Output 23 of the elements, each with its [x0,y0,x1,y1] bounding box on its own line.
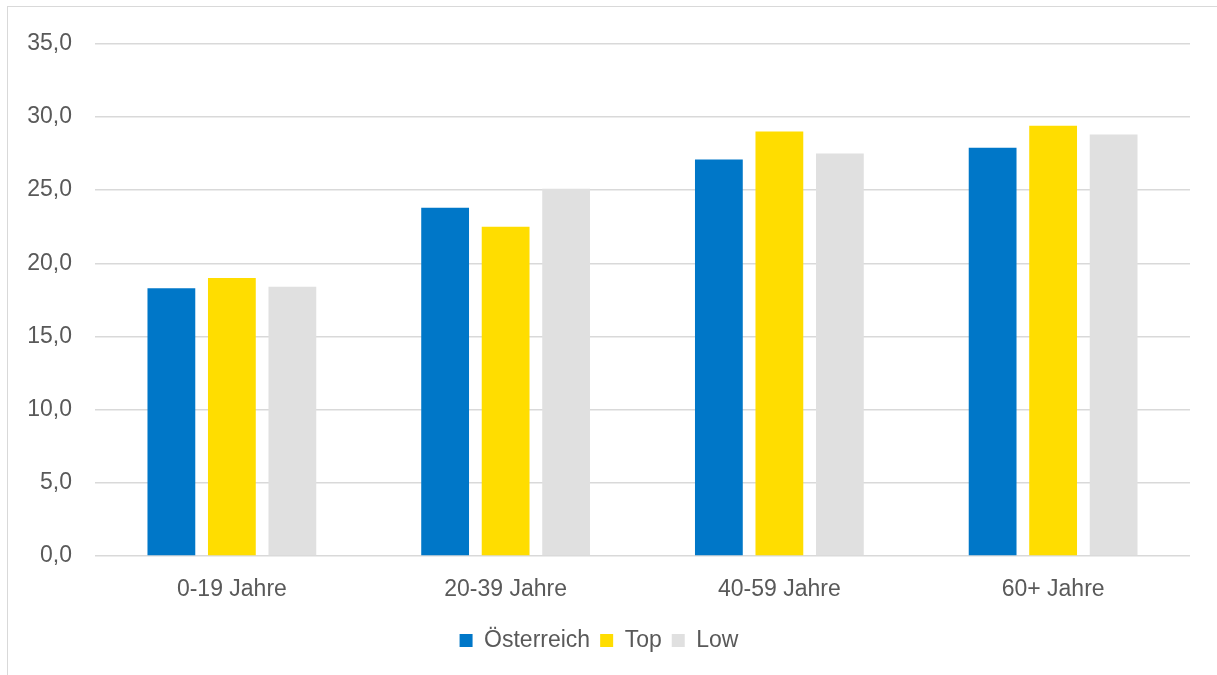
bar [755,131,804,556]
y-tick-label: 25,0 [27,175,72,202]
y-tick-label: 5,0 [40,468,72,495]
x-tick-label: 60+ Jahre [1001,575,1105,602]
y-tick-label: 30,0 [27,102,72,129]
legend-label: Österreich [484,625,591,652]
bar [207,277,256,556]
bar [694,159,743,556]
legend-label: Top [624,625,662,652]
y-tick-label: 0,0 [40,541,72,568]
legend-label: Low [696,625,739,652]
x-tick-label: 0-19 Jahre [176,575,287,602]
bar [968,147,1017,556]
x-tick-label: 40-59 Jahre [718,575,841,602]
bar [1029,125,1078,556]
y-tick-label: 20,0 [27,248,72,275]
bar [147,288,196,556]
x-tick-label: 20-39 Jahre [444,575,567,602]
y-tick-label: 15,0 [27,321,72,348]
bar [481,226,530,556]
y-tick-label: 10,0 [27,395,72,421]
y-tick-label: 35,0 [27,29,72,56]
bar [421,207,470,556]
